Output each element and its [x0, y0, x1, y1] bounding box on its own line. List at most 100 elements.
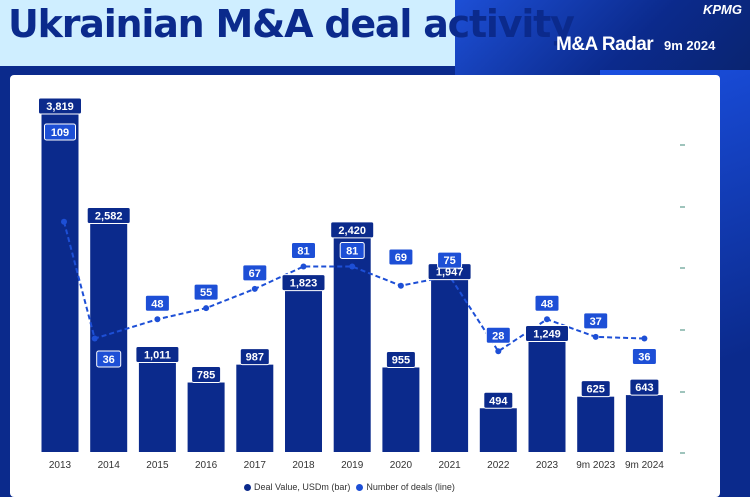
line-label-2014-bg	[96, 350, 122, 368]
line-point-2022	[495, 348, 502, 355]
bar-2016	[187, 382, 225, 452]
line-legend-icon	[356, 483, 364, 491]
line-label-2013: 109	[51, 127, 69, 139]
line-label-9m 2023: 37	[590, 316, 602, 328]
line-label-9m 2024: 36	[638, 352, 650, 364]
line-point-2020	[397, 282, 404, 289]
bar-label-2015: 1,011	[144, 350, 171, 362]
line-label-2023: 48	[541, 298, 553, 310]
line-label-2017: 67	[249, 268, 261, 280]
legend-label-bar: Deal Value, USDm (bar)	[254, 482, 351, 492]
line-label-2021-bg	[437, 251, 463, 269]
x-tick-label: 2014	[98, 460, 121, 471]
bar-label-2022-bg	[483, 391, 514, 409]
legend-item-bar: Deal Value, USDm (bar)	[244, 482, 350, 492]
bar-2021	[431, 279, 469, 452]
line-label-2022-bg	[485, 326, 511, 344]
line-label-2019: 81	[346, 246, 358, 258]
bar-label-2018-bg	[281, 274, 326, 292]
bar-label-2022: 494	[489, 395, 508, 407]
bar-label-2014-bg	[86, 206, 131, 224]
line-label-2023-bg	[534, 294, 560, 312]
bar-label-2020: 955	[392, 354, 410, 366]
line-label-2020-bg	[388, 248, 414, 266]
x-tick-label: 2020	[390, 460, 413, 471]
bar-label-2019: 2,420	[338, 225, 366, 237]
line-point-2019	[349, 263, 356, 270]
bar-label-9m 2023-bg	[580, 380, 611, 398]
bar-legend-icon	[244, 483, 251, 491]
line-point-2017	[251, 285, 258, 292]
bar-2019	[333, 237, 371, 452]
line-label-2021: 75	[443, 255, 455, 267]
chart-legend: Deal Value, USDm (bar) Number of deals (…	[244, 479, 459, 495]
x-tick-label: 2013	[49, 460, 72, 471]
bar-2023	[528, 341, 566, 452]
line-label-2018-bg	[291, 242, 316, 259]
bar-label-2015-bg	[135, 346, 180, 364]
legend-item-line: Number of deals (line)	[356, 482, 455, 492]
bar-label-9m 2024: 643	[635, 382, 653, 394]
line-label-9m 2023-bg	[583, 312, 609, 330]
bar-label-9m 2024-bg	[629, 378, 660, 396]
bar-2018	[285, 290, 322, 452]
bar-label-2016-bg	[191, 366, 222, 384]
bar-2015	[138, 362, 176, 452]
x-tick-label: 2019	[341, 460, 364, 471]
bar-2020	[382, 367, 420, 452]
line-label-2020: 69	[395, 252, 407, 264]
x-tick-label: 9m 2024	[625, 460, 664, 471]
x-tick-label: 2015	[146, 460, 169, 471]
line-label-9m 2024-bg	[631, 348, 657, 365]
line-point-2023	[544, 316, 550, 323]
header-banner	[455, 0, 750, 75]
bar-label-2017: 987	[246, 352, 264, 364]
bar-2013	[41, 114, 79, 452]
x-tick-label: 2021	[438, 460, 461, 471]
line-point-9m 2023	[592, 333, 599, 340]
line-label-2017-bg	[242, 264, 268, 282]
bar-2017	[236, 364, 274, 452]
bar-label-2016: 785	[197, 370, 215, 382]
bar-label-2013: 3,819	[46, 101, 74, 113]
legend-label-line: Number of deals (line)	[366, 482, 455, 492]
x-tick-label: 2023	[536, 460, 559, 471]
line-label-2015: 48	[151, 298, 163, 310]
report-name: M&A Radar	[556, 34, 654, 55]
line-label-2016: 55	[200, 287, 212, 299]
x-tick-label: 2016	[195, 460, 218, 471]
bar-label-2020-bg	[385, 350, 416, 368]
line-point-2018	[300, 263, 307, 270]
bar-label-2014: 2,582	[95, 210, 123, 222]
line-point-2015	[154, 316, 161, 323]
bar-label-2019-bg	[330, 221, 375, 239]
line-label-2015-bg	[144, 294, 170, 312]
line-point-9m 2024	[641, 335, 648, 342]
bar-label-2018: 1,823	[290, 278, 318, 290]
line-label-2022: 28	[492, 330, 504, 342]
line-point-2016	[203, 305, 210, 312]
line-label-2013-bg	[44, 123, 76, 141]
bar-9m 2024	[625, 395, 663, 452]
bar-label-2021: 1,947	[436, 267, 464, 279]
bar-9m 2023	[577, 396, 615, 452]
page-title: Ukrainian M&A deal activity	[8, 2, 575, 46]
line-point-2014	[91, 335, 98, 342]
bar-label-2013-bg	[38, 97, 82, 115]
report-period: 9m 2024	[664, 38, 716, 53]
x-tick-label: 2018	[292, 460, 315, 471]
bar-label-2017-bg	[239, 348, 270, 366]
line-label-2019-bg	[339, 242, 365, 259]
bar-label-2023-bg	[525, 324, 569, 342]
bar-2022	[479, 408, 517, 452]
bar-label-2023: 1,249	[533, 328, 561, 340]
x-tick-label: 2017	[244, 460, 267, 471]
line-label-2016-bg	[193, 283, 219, 301]
x-tick-label: 9m 2023	[576, 460, 615, 471]
line-point-2013	[61, 218, 67, 225]
x-tick-label: 2022	[487, 460, 510, 471]
brand-logo: KPMG	[703, 2, 742, 17]
line-label-2014: 36	[103, 354, 115, 366]
bar-label-9m 2023: 625	[587, 384, 605, 396]
